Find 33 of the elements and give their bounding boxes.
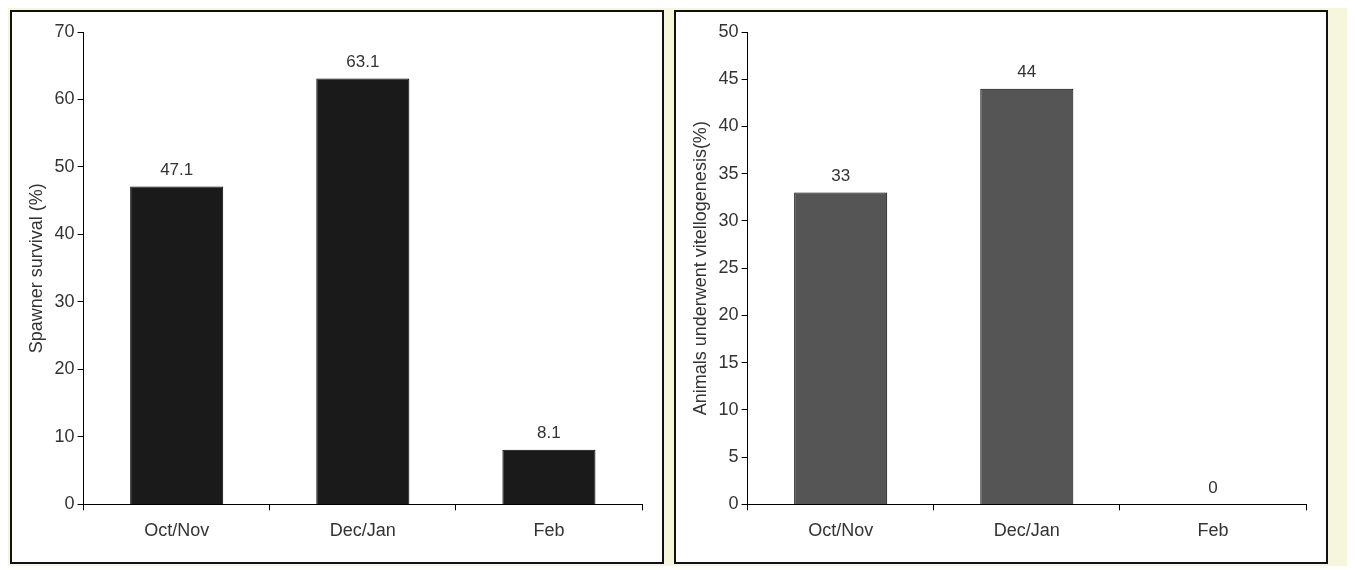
- y-tick-label: 0: [728, 493, 739, 514]
- y-tick-label: 5: [728, 446, 739, 467]
- y-tick-label: 30: [54, 290, 75, 311]
- y-tick-label: 40: [718, 115, 739, 136]
- x-tick-label: Oct/Nov: [808, 520, 874, 541]
- y-tick-label: 35: [718, 162, 739, 183]
- y-tick-label: 20: [54, 358, 75, 379]
- y-tick-label: 20: [718, 304, 739, 325]
- y-axis-title: Animals underwent vitellogenesis(%): [689, 121, 710, 416]
- y-tick-label: 10: [718, 398, 739, 419]
- x-tick-label: Dec/Jan: [329, 520, 396, 541]
- x-tick-label: Oct/Nov: [144, 520, 210, 541]
- y-tick-label: 30: [718, 209, 739, 230]
- y-tick-label: 15: [718, 351, 739, 372]
- data-label: 63.1: [346, 51, 380, 71]
- y-tick-label: 40: [54, 223, 75, 244]
- data-label: 0: [1208, 477, 1218, 497]
- y-tick-label: 50: [54, 155, 75, 176]
- y-tick-label: 45: [718, 68, 739, 89]
- data-label: 8.1: [537, 422, 561, 442]
- data-label: 33: [831, 165, 851, 185]
- y-tick-label: 10: [54, 425, 75, 446]
- y-axis-title: Spawner survival (%): [25, 183, 46, 354]
- x-tick-label: Feb: [1197, 520, 1229, 541]
- y-tick-label: 60: [54, 88, 75, 109]
- y-tick-label: 0: [64, 493, 75, 514]
- y-tick-label: 70: [54, 20, 75, 41]
- y-tick-label: 25: [718, 257, 739, 278]
- x-tick-label: Dec/Jan: [993, 520, 1060, 541]
- data-label: 47.1: [160, 159, 194, 179]
- y-tick-label: 50: [718, 20, 739, 41]
- data-label: 44: [1017, 61, 1037, 81]
- x-tick-label: Feb: [533, 520, 565, 541]
